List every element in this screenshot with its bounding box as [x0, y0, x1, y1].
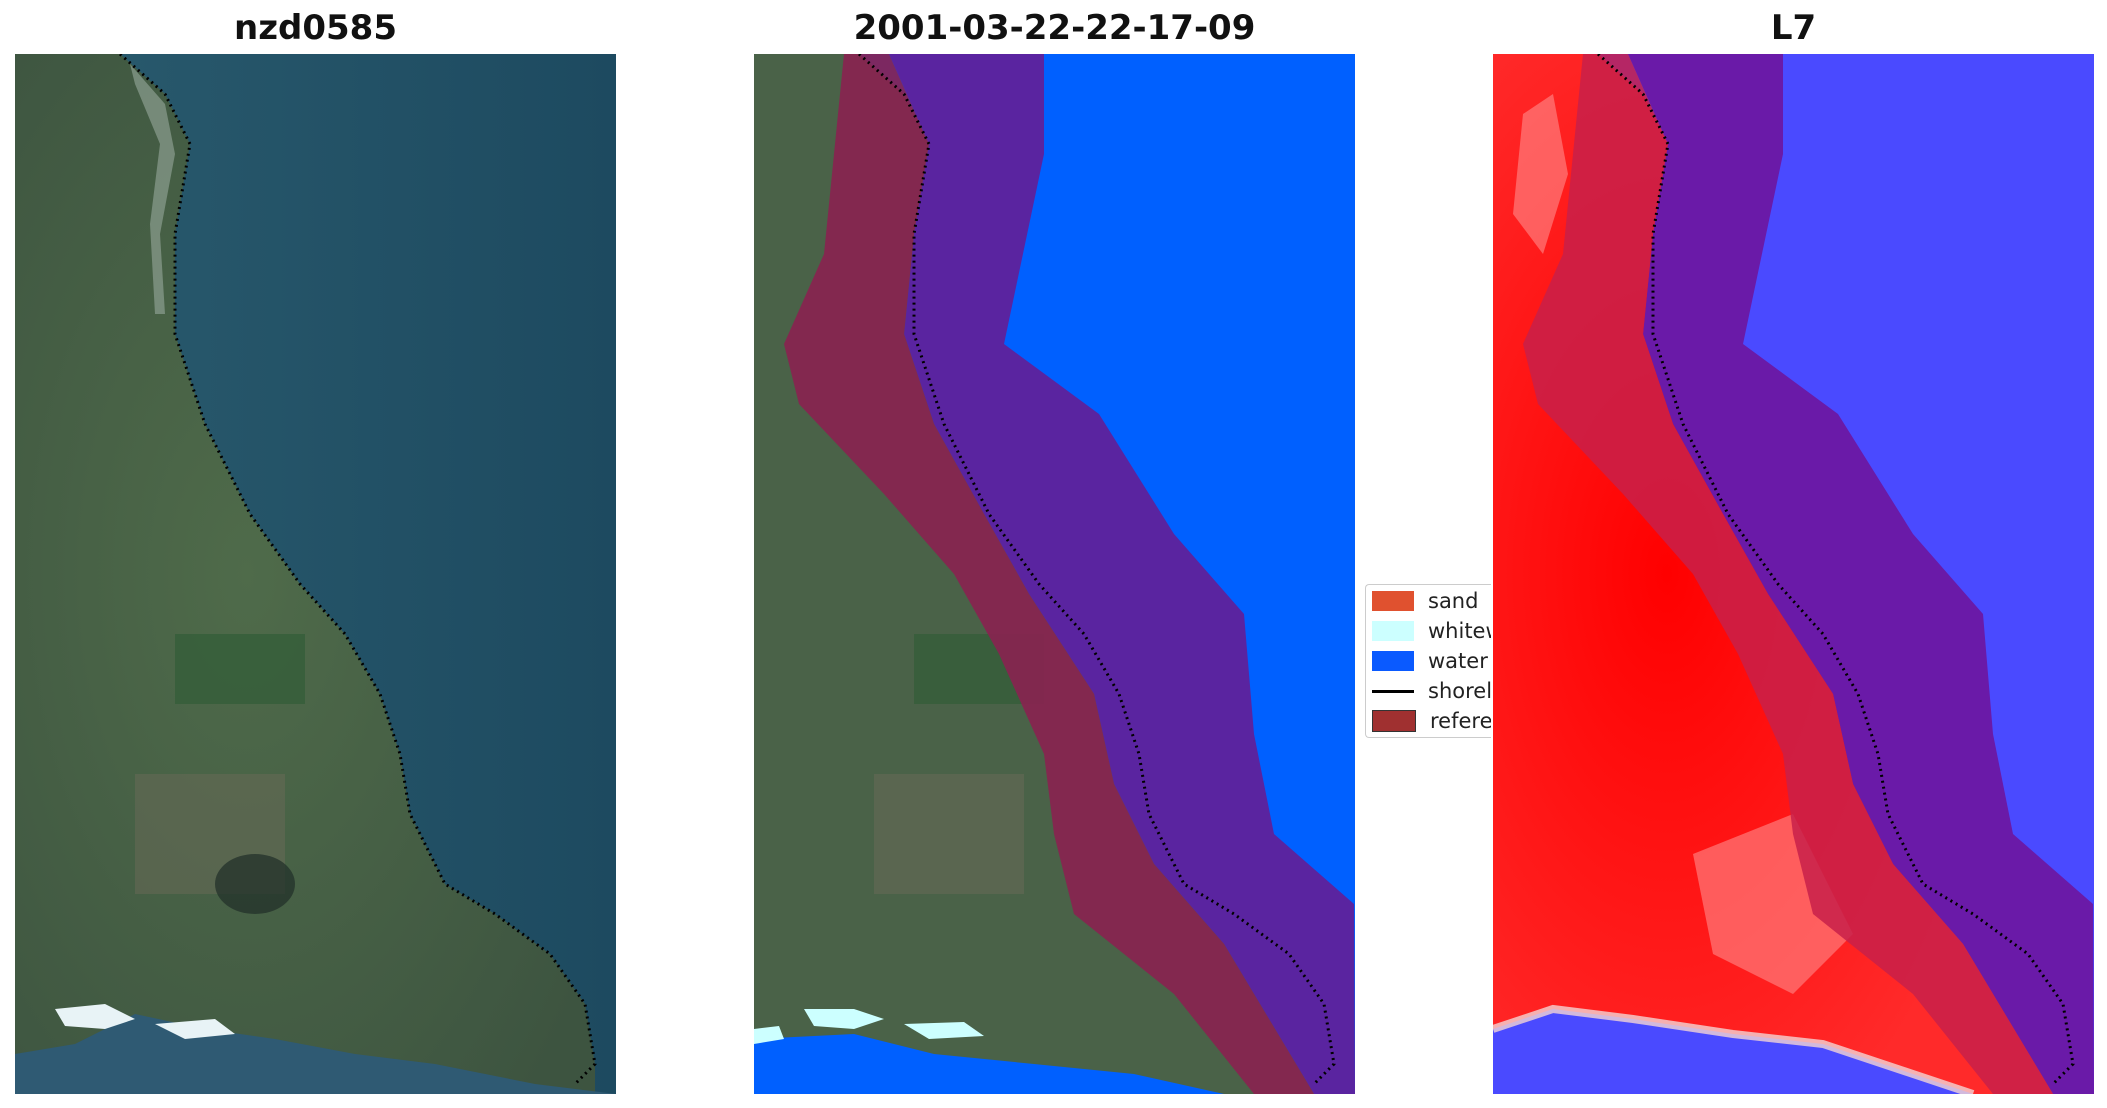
surf-zone [15, 1014, 616, 1094]
legend-swatch-sand [1372, 591, 1414, 611]
beach-strip [130, 64, 175, 314]
legend-label-shoreline: shoreline [1428, 679, 1491, 703]
shoreline [858, 54, 1336, 1086]
dark-vegetation [215, 854, 295, 914]
reference-buffer-water-side [1628, 54, 2094, 1094]
panel-title-index: L7 [1770, 8, 1817, 48]
whitewater-area [55, 1004, 235, 1039]
legend-label-reference-buffer: reference shoreline buffer [1430, 709, 1491, 733]
panel-title-classified: 2001-03-22-22-17-09 [853, 8, 1256, 48]
legend-swatch-reference-buffer [1372, 710, 1416, 732]
legend-swatch-whitewater [1372, 621, 1414, 641]
whitewater-class-area [754, 1009, 984, 1044]
shoreline [1597, 54, 2075, 1086]
legend-label-sand: sand [1428, 589, 1479, 613]
classified-image [754, 54, 1355, 1094]
legend-item-sand: sand [1372, 586, 1491, 616]
legend-item-water: water [1372, 646, 1491, 676]
classified-image-svg [754, 54, 1355, 1094]
reference-buffer-land-side [784, 54, 1314, 1094]
legend-item-reference-buffer: reference shoreline buffer [1372, 706, 1491, 736]
legend-item-shoreline: shoreline [1372, 676, 1491, 706]
shoreline [119, 54, 597, 1086]
index-image-svg [1493, 54, 2094, 1094]
reference-buffer-water-side [889, 54, 1355, 1094]
field-patch [874, 774, 1024, 894]
legend-line-shoreline [1372, 689, 1414, 693]
surf-edge [1493, 1004, 1975, 1094]
water-class-coast [754, 1034, 1224, 1094]
panel-title-rgb: nzd0585 [234, 8, 397, 48]
light-patch [1513, 94, 1568, 254]
legend-label-water: water [1428, 649, 1488, 673]
field-patch [175, 634, 305, 704]
reference-buffer-land-side [1523, 54, 2053, 1094]
negative-index-coast [1493, 1009, 1973, 1094]
legend-swatch-water [1372, 651, 1414, 671]
rgb-image-svg [15, 54, 616, 1094]
rgb-satellite-image [15, 54, 616, 1094]
index-image [1493, 54, 2094, 1094]
